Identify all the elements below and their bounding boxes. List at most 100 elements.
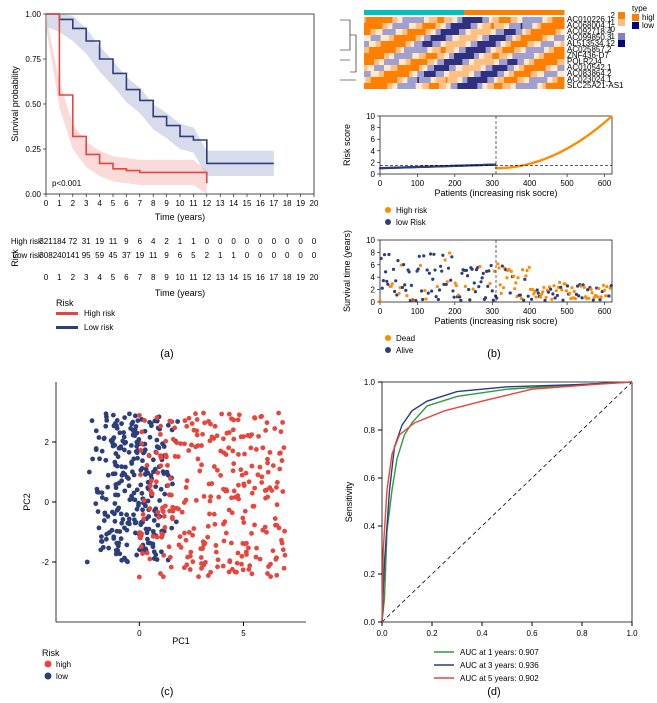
svg-text:2: 2 — [71, 273, 76, 282]
svg-text:0: 0 — [371, 298, 376, 307]
svg-text:0.8: 0.8 — [576, 629, 588, 638]
svg-text:high: high — [56, 660, 71, 669]
svg-text:Patients (increasing risk socr: Patients (increasing risk socre) — [434, 188, 557, 198]
svg-text:72: 72 — [68, 237, 77, 246]
svg-text:1.0: 1.0 — [626, 629, 638, 638]
svg-text:12: 12 — [202, 199, 211, 208]
svg-text:6: 6 — [124, 273, 129, 282]
svg-text:0.0: 0.0 — [376, 629, 388, 638]
svg-text:6: 6 — [371, 261, 376, 270]
svg-text:10: 10 — [366, 236, 375, 245]
svg-text:3: 3 — [84, 273, 89, 282]
svg-text:PC1: PC1 — [172, 636, 190, 646]
svg-text:Low risk: Low risk — [84, 323, 114, 332]
svg-text:4: 4 — [151, 237, 156, 246]
svg-text:11: 11 — [149, 251, 158, 260]
svg-text:0: 0 — [245, 237, 250, 246]
panel-b: AC010226.1AC068004.1AC092718.4AC099850.3… — [334, 6, 654, 360]
svg-text:0: 0 — [298, 251, 303, 260]
svg-text:14: 14 — [229, 199, 238, 208]
svg-text:1: 1 — [57, 199, 62, 208]
svg-text:10: 10 — [176, 273, 185, 282]
svg-text:16: 16 — [256, 273, 265, 282]
svg-text:0: 0 — [371, 170, 376, 179]
svg-text:SLC25A21-AS1: SLC25A21-AS1 — [567, 81, 624, 90]
svg-text:AUC at 3 years: 0.936: AUC at 3 years: 0.936 — [460, 661, 539, 670]
svg-text:4: 4 — [371, 147, 376, 156]
svg-text:1: 1 — [231, 251, 236, 260]
svg-text:9: 9 — [124, 237, 129, 246]
svg-text:7: 7 — [138, 199, 143, 208]
svg-text:7: 7 — [138, 273, 143, 282]
svg-text:Risk score: Risk score — [342, 124, 352, 166]
svg-text:2: 2 — [371, 158, 376, 167]
svg-text:400: 400 — [523, 179, 537, 188]
svg-text:37: 37 — [122, 251, 131, 260]
svg-text:0.2: 0.2 — [364, 570, 376, 579]
svg-text:0.8: 0.8 — [364, 426, 376, 435]
svg-text:9: 9 — [164, 251, 169, 260]
svg-text:19: 19 — [95, 237, 104, 246]
caption-d: (d) — [334, 686, 654, 698]
svg-text:19: 19 — [296, 199, 305, 208]
svg-text:19: 19 — [135, 251, 144, 260]
svg-text:500: 500 — [560, 307, 574, 316]
svg-text:400: 400 — [523, 307, 537, 316]
svg-text:-2: -2 — [608, 39, 616, 48]
svg-text:0: 0 — [285, 237, 290, 246]
svg-text:31: 31 — [82, 237, 91, 246]
svg-text:15: 15 — [243, 199, 252, 208]
svg-text:0: 0 — [231, 237, 236, 246]
svg-text:2: 2 — [371, 286, 376, 295]
svg-text:141: 141 — [66, 251, 80, 260]
svg-text:5: 5 — [241, 629, 246, 638]
svg-text:200: 200 — [448, 307, 462, 316]
svg-text:18: 18 — [283, 273, 292, 282]
caption-a: (a) — [6, 348, 328, 360]
svg-text:High risk: High risk — [396, 206, 428, 215]
svg-text:1.0: 1.0 — [364, 378, 376, 387]
svg-text:1: 1 — [178, 237, 183, 246]
svg-text:0: 0 — [285, 251, 290, 260]
svg-text:18: 18 — [283, 199, 292, 208]
svg-text:0.4: 0.4 — [364, 522, 376, 531]
svg-text:2: 2 — [164, 237, 169, 246]
svg-text:High risk: High risk — [84, 309, 116, 318]
svg-text:20: 20 — [310, 273, 319, 282]
caption-b: (b) — [334, 348, 654, 360]
svg-text:10: 10 — [366, 112, 375, 121]
svg-text:type: type — [632, 6, 648, 13]
svg-text:0.75: 0.75 — [25, 55, 41, 64]
svg-text:100: 100 — [411, 179, 425, 188]
svg-text:9: 9 — [164, 199, 169, 208]
svg-text:4: 4 — [371, 273, 376, 282]
caption-c: (c) — [6, 686, 328, 698]
svg-text:0: 0 — [137, 629, 142, 638]
svg-text:11: 11 — [189, 199, 198, 208]
svg-text:8: 8 — [151, 273, 156, 282]
svg-text:0.4: 0.4 — [476, 629, 488, 638]
svg-text:10: 10 — [176, 199, 185, 208]
svg-text:0: 0 — [312, 237, 317, 246]
svg-text:13: 13 — [216, 273, 225, 282]
svg-text:321: 321 — [39, 237, 53, 246]
svg-text:Time (years): Time (years) — [155, 288, 205, 298]
svg-text:59: 59 — [95, 251, 104, 260]
svg-text:PC2: PC2 — [22, 493, 32, 511]
svg-text:500: 500 — [560, 179, 574, 188]
svg-text:14: 14 — [229, 273, 238, 282]
svg-text:0: 0 — [378, 179, 383, 188]
svg-text:AUC at 5 years: 0.902: AUC at 5 years: 0.902 — [460, 674, 539, 683]
svg-text:11: 11 — [109, 237, 118, 246]
panel-c: 05 -202 PC1 PC2 Risk highlow — [6, 372, 328, 698]
svg-text:20: 20 — [310, 199, 319, 208]
svg-text:45: 45 — [109, 251, 118, 260]
svg-text:0: 0 — [298, 237, 303, 246]
svg-text:-2: -2 — [42, 558, 50, 567]
svg-text:5: 5 — [111, 273, 116, 282]
svg-text:0.6: 0.6 — [526, 629, 538, 638]
panel-a: p<0.001 0.000.250.500.751.00 Survival pr… — [6, 6, 328, 360]
svg-text:0: 0 — [272, 237, 277, 246]
svg-text:12: 12 — [202, 273, 211, 282]
svg-text:19: 19 — [296, 273, 305, 282]
